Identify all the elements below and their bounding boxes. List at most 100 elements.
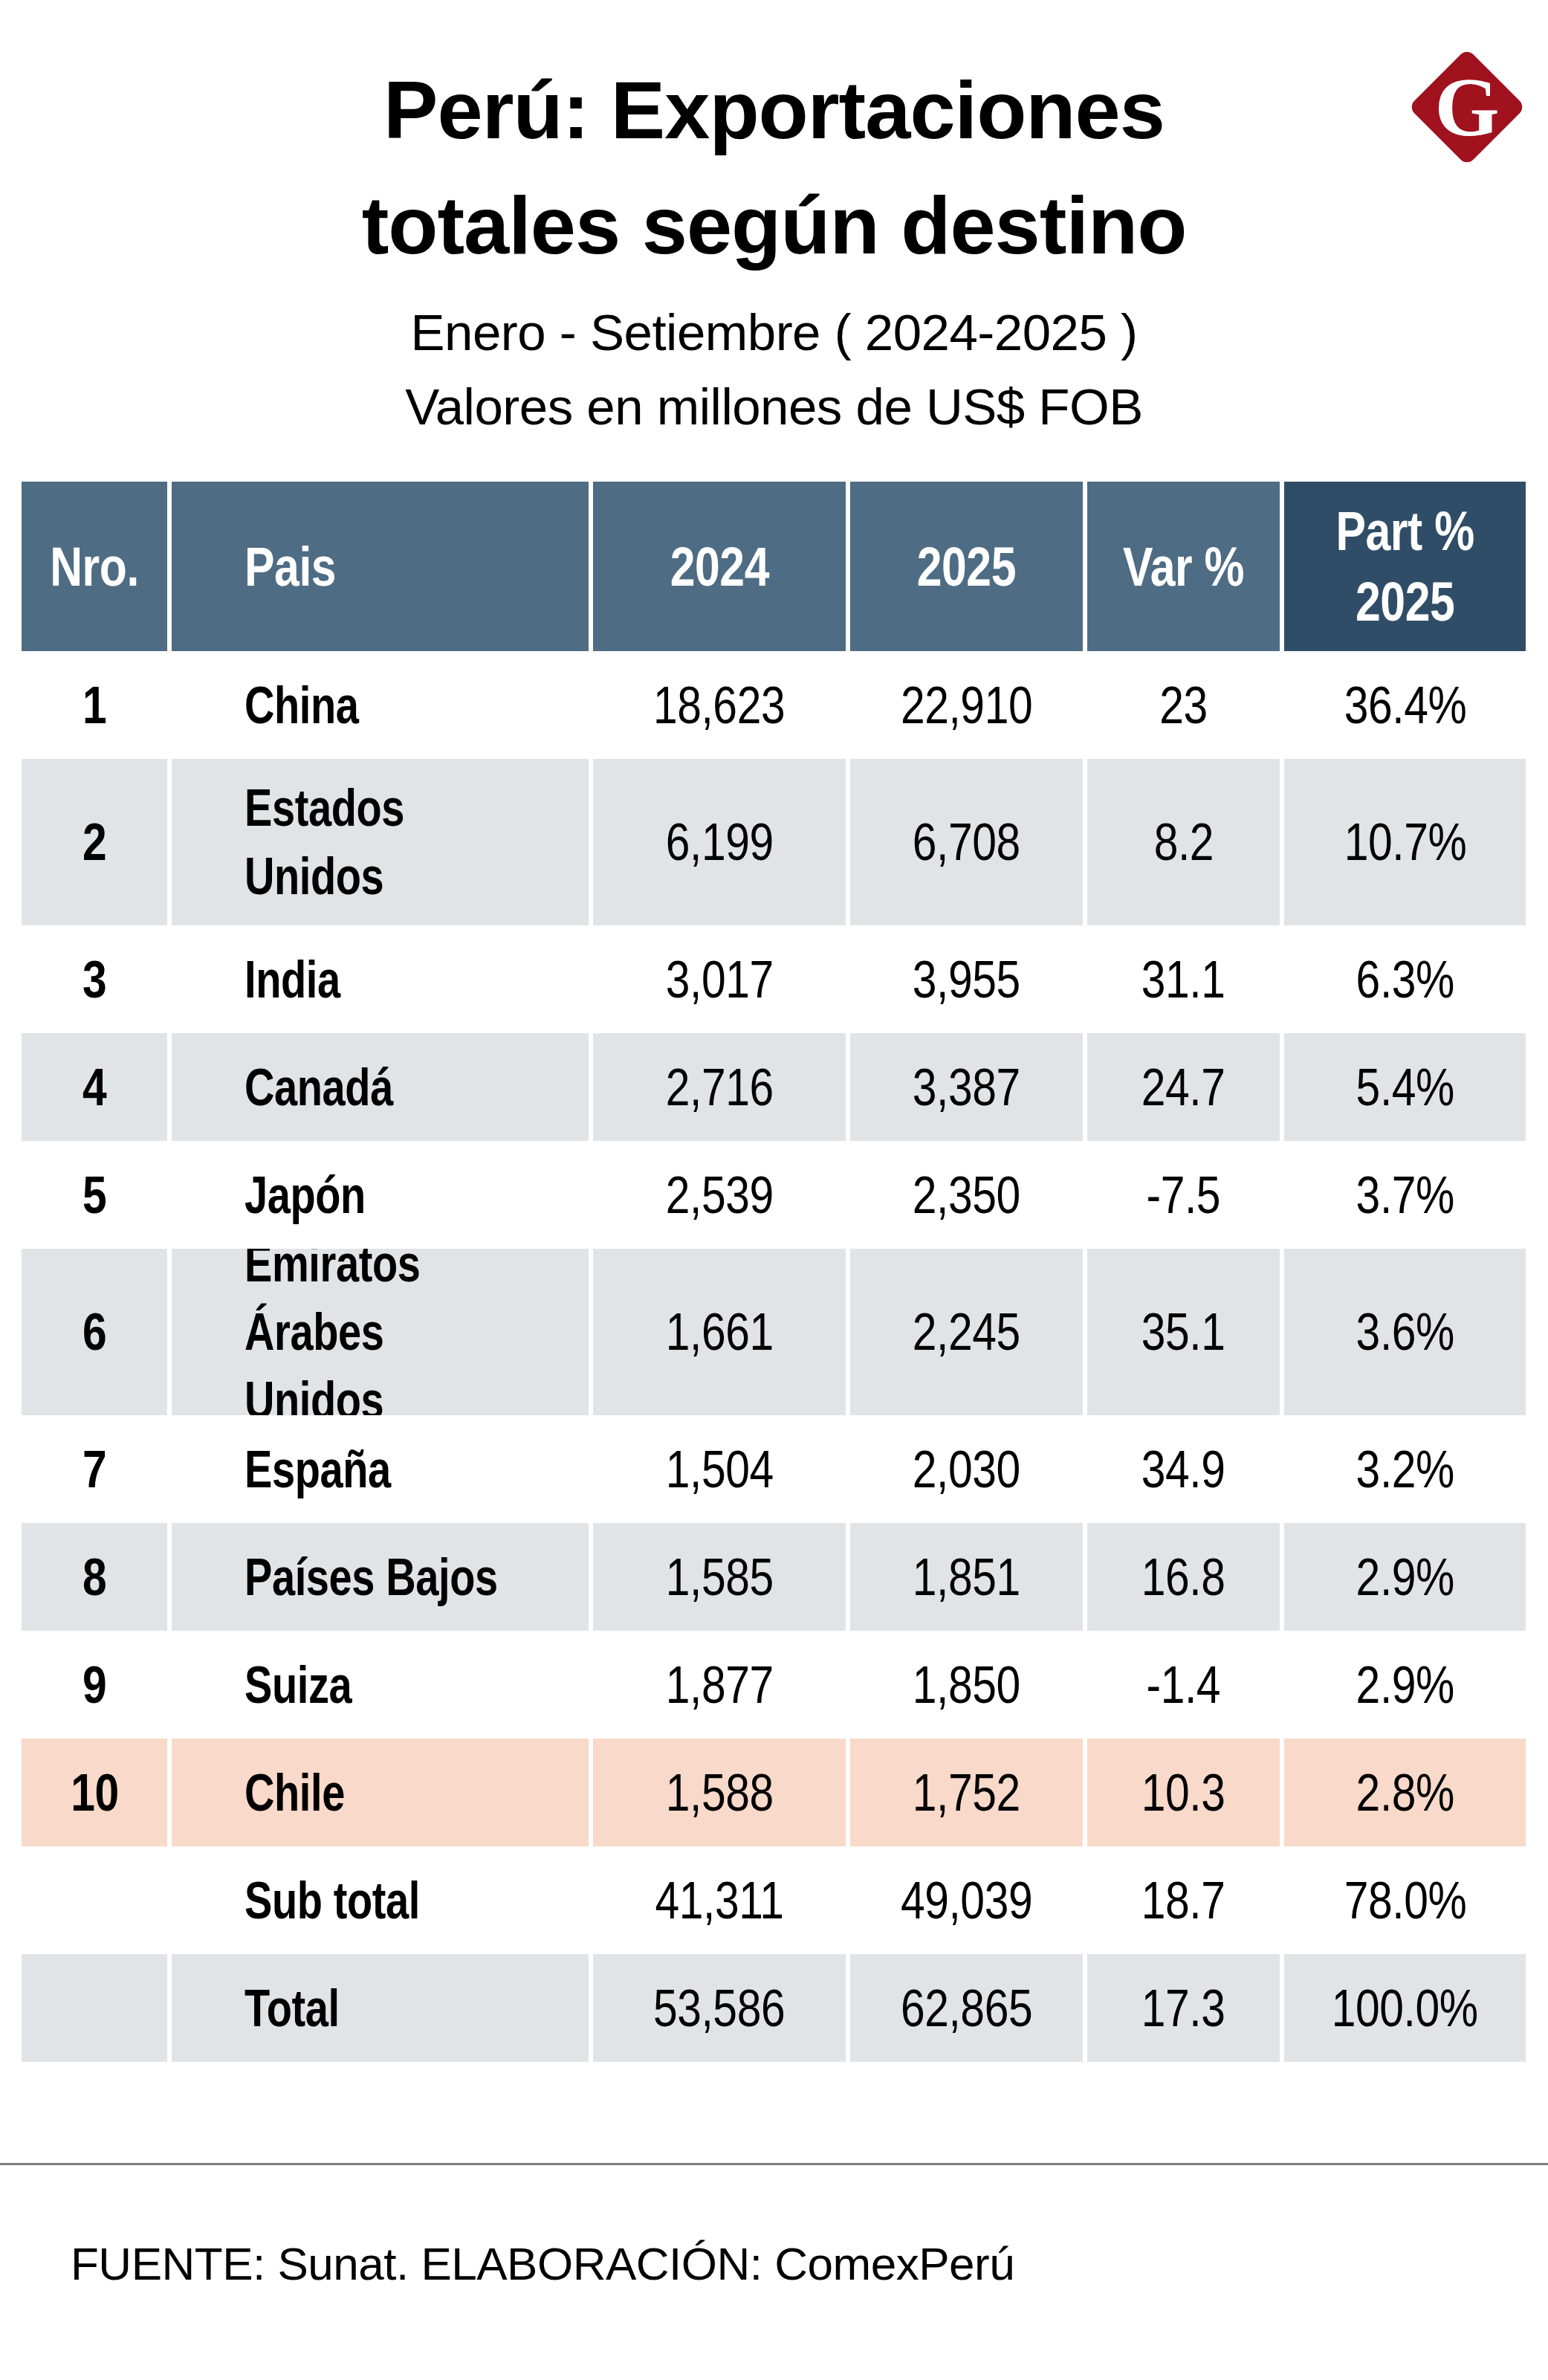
- var-pct-cell: -7.5: [1087, 1141, 1280, 1249]
- header-cell-part: Part % 2025: [1284, 482, 1526, 651]
- value-2024-cell: 1,877: [593, 1631, 846, 1739]
- header-cell-nro: Nro.: [22, 482, 167, 651]
- var-pct-cell: 31.1: [1087, 925, 1280, 1033]
- country-cell: China: [172, 651, 589, 759]
- var-pct-cell: 23: [1087, 651, 1280, 759]
- value-2024-cell: 2,716: [593, 1033, 846, 1141]
- country-cell: Total: [172, 1954, 589, 2062]
- page-title-line2: totales según destino: [0, 167, 1548, 282]
- var-pct-cell: 17.3: [1087, 1954, 1280, 2062]
- table-row: Total 53,586 62,865 17.3 100.0%: [22, 1954, 1526, 2062]
- part-pct-cell: 10.7%: [1284, 759, 1526, 925]
- header-cell-2024: 2024: [593, 482, 846, 651]
- rank-cell: 2: [22, 759, 167, 925]
- var-pct-cell: 34.9: [1087, 1415, 1280, 1523]
- var-pct-cell: 18.7: [1087, 1846, 1280, 1954]
- rank-cell: 7: [22, 1415, 167, 1523]
- value-2024-cell: 1,585: [593, 1523, 846, 1631]
- value-2025-cell: 2,350: [850, 1141, 1083, 1249]
- part-pct-cell: 100.0%: [1284, 1954, 1526, 2062]
- country-cell: India: [172, 925, 589, 1033]
- country-cell: España: [172, 1415, 589, 1523]
- var-pct-cell: -1.4: [1087, 1631, 1280, 1739]
- rank-cell: [22, 1954, 167, 2062]
- infographic-page: { "logo": { "letter": "G", "bg_color": "…: [0, 0, 1548, 2380]
- var-pct-cell: 24.7: [1087, 1033, 1280, 1141]
- table-row: 7 España 1,504 2,030 34.9 3.2%: [22, 1415, 1526, 1523]
- rank-cell: 4: [22, 1033, 167, 1141]
- table-row: 1 China 18,623 22,910 23 36.4%: [22, 651, 1526, 759]
- value-2025-cell: 2,245: [850, 1249, 1083, 1415]
- rank-cell: 10: [22, 1739, 167, 1846]
- page-subtitle: Enero - Setiembre ( 2024-2025 ) Valores …: [0, 296, 1548, 444]
- page-title-line1: Perú: Exportaciones: [0, 52, 1548, 167]
- logo-letter: G: [1425, 65, 1509, 149]
- table-row: 6 Emiratos Árabes Unidos 1,661 2,245 35.…: [22, 1249, 1526, 1415]
- part-pct-cell: 2.9%: [1284, 1631, 1526, 1739]
- rank-cell: 8: [22, 1523, 167, 1631]
- value-2025-cell: 6,708: [850, 759, 1083, 925]
- rank-cell: 6: [22, 1249, 167, 1415]
- exports-table: Nro. Pais 2024 2025 Var % Part % 2025 1 …: [22, 482, 1526, 2062]
- country-cell: Chile: [172, 1739, 589, 1846]
- value-2025-cell: 22,910: [850, 651, 1083, 759]
- var-pct-cell: 35.1: [1087, 1249, 1280, 1415]
- country-cell: Emiratos Árabes Unidos: [172, 1249, 589, 1415]
- table-header-row: Nro. Pais 2024 2025 Var % Part % 2025: [22, 482, 1526, 651]
- table-body: 1 China 18,623 22,910 23 36.4% 2 Estados…: [22, 651, 1526, 2062]
- part-pct-cell: 5.4%: [1284, 1033, 1526, 1141]
- header-cell-2025: 2025: [850, 482, 1083, 651]
- header-cell-var: Var %: [1087, 482, 1280, 651]
- country-cell: Países Bajos: [172, 1523, 589, 1631]
- rank-cell: [22, 1846, 167, 1954]
- table-row: 10 Chile 1,588 1,752 10.3 2.8%: [22, 1739, 1526, 1846]
- part-pct-cell: 3.2%: [1284, 1415, 1526, 1523]
- subtitle-period: Enero - Setiembre ( 2024-2025 ): [0, 296, 1548, 370]
- subtitle-units: Valores en millones de US$ FOB: [0, 370, 1548, 444]
- part-pct-cell: 6.3%: [1284, 925, 1526, 1033]
- var-pct-cell: 10.3: [1087, 1739, 1280, 1846]
- part-pct-cell: 3.6%: [1284, 1249, 1526, 1415]
- table-row: 4 Canadá 2,716 3,387 24.7 5.4%: [22, 1033, 1526, 1141]
- var-pct-cell: 16.8: [1087, 1523, 1280, 1631]
- table-row: 9 Suiza 1,877 1,850 -1.4 2.9%: [22, 1631, 1526, 1739]
- value-2024-cell: 1,504: [593, 1415, 846, 1523]
- value-2025-cell: 2,030: [850, 1415, 1083, 1523]
- part-pct-cell: 3.7%: [1284, 1141, 1526, 1249]
- country-cell: Canadá: [172, 1033, 589, 1141]
- country-cell: Estados Unidos: [172, 759, 589, 925]
- value-2024-cell: 1,661: [593, 1249, 846, 1415]
- value-2024-cell: 53,586: [593, 1954, 846, 2062]
- gestion-logo: G: [1425, 65, 1509, 149]
- value-2025-cell: 1,851: [850, 1523, 1083, 1631]
- value-2025-cell: 3,387: [850, 1033, 1083, 1141]
- page-title: Perú: Exportaciones totales según destin…: [0, 52, 1548, 282]
- value-2025-cell: 1,752: [850, 1739, 1083, 1846]
- value-2025-cell: 3,955: [850, 925, 1083, 1033]
- part-pct-cell: 2.9%: [1284, 1523, 1526, 1631]
- country-cell: Sub total: [172, 1846, 589, 1954]
- table-row: 8 Países Bajos 1,585 1,851 16.8 2.9%: [22, 1523, 1526, 1631]
- value-2024-cell: 2,539: [593, 1141, 846, 1249]
- part-pct-cell: 36.4%: [1284, 651, 1526, 759]
- value-2024-cell: 18,623: [593, 651, 846, 759]
- part-pct-cell: 78.0%: [1284, 1846, 1526, 1954]
- rank-cell: 1: [22, 651, 167, 759]
- table-row: 5 Japón 2,539 2,350 -7.5 3.7%: [22, 1141, 1526, 1249]
- value-2025-cell: 62,865: [850, 1954, 1083, 2062]
- value-2024-cell: 41,311: [593, 1846, 846, 1954]
- value-2025-cell: 1,850: [850, 1631, 1083, 1739]
- value-2024-cell: 1,588: [593, 1739, 846, 1846]
- part-pct-cell: 2.8%: [1284, 1739, 1526, 1846]
- header-cell-pais: Pais: [172, 482, 589, 651]
- rank-cell: 3: [22, 925, 167, 1033]
- var-pct-cell: 8.2: [1087, 759, 1280, 925]
- country-cell: Japón: [172, 1141, 589, 1249]
- source-credit: FUENTE: Sunat. ELABORACIÓN: ComexPerú: [71, 2237, 1548, 2290]
- table-row: 3 India 3,017 3,955 31.1 6.3%: [22, 925, 1526, 1033]
- rank-cell: 9: [22, 1631, 167, 1739]
- value-2024-cell: 3,017: [593, 925, 846, 1033]
- value-2024-cell: 6,199: [593, 759, 846, 925]
- value-2025-cell: 49,039: [850, 1846, 1083, 1954]
- table-row: Sub total 41,311 49,039 18.7 78.0%: [22, 1846, 1526, 1954]
